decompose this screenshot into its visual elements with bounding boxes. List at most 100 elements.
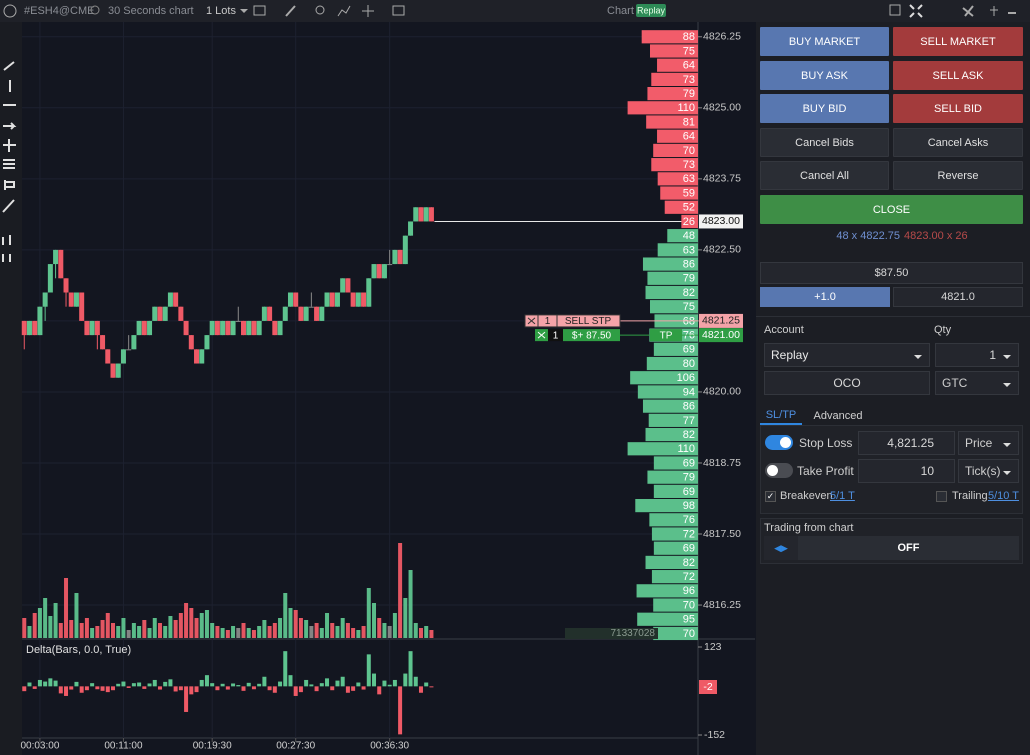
candle-body (21, 320, 27, 336)
dom-bar (645, 427, 698, 442)
take-profit-toggle[interactable] (765, 463, 793, 478)
delta-bar (194, 686, 199, 693)
lot-size[interactable]: 1 Lots (206, 5, 236, 17)
dom-value: 69 (683, 457, 695, 469)
timeframe[interactable]: 30 Seconds chart (108, 5, 194, 17)
candle-body (136, 320, 142, 336)
delta-bar (204, 675, 209, 687)
chart-type-icon[interactable] (253, 5, 266, 16)
close-button[interactable]: CLOSE (760, 195, 1023, 224)
delta-bar (163, 681, 168, 687)
sell-market-button[interactable]: SELL MARKET (893, 27, 1023, 56)
template-icon[interactable] (392, 5, 405, 16)
volume-bar (37, 608, 42, 638)
volume-bar (173, 620, 178, 638)
trailing-link[interactable]: 5/10 T (988, 490, 1019, 502)
stop-loss-input[interactable]: 4,821.25 (858, 431, 955, 455)
volume-bar (152, 618, 157, 638)
candle-body (329, 292, 335, 307)
candle-body (131, 335, 137, 350)
dom-bar (649, 513, 698, 527)
qty-input[interactable]: 1 (935, 343, 1019, 367)
cancel-asks-button[interactable]: Cancel Asks (893, 128, 1023, 157)
indicator-icon[interactable] (337, 5, 351, 17)
candle-body (58, 249, 64, 279)
tools-icon[interactable] (962, 5, 974, 17)
delta-bar (382, 680, 387, 687)
buy-bid-button[interactable]: BUY BID (760, 94, 889, 123)
volume-bar (298, 618, 303, 638)
y-tick-label: 4822.50 (703, 244, 741, 256)
dom-bar (650, 44, 698, 58)
volume-bar (387, 626, 392, 638)
delta-bar (241, 686, 246, 691)
dom-value: 81 (683, 116, 695, 128)
dom-value: 48 (683, 230, 695, 242)
dom-value: 98 (683, 500, 695, 512)
sell-bid-button[interactable]: SELL BID (893, 94, 1023, 123)
bid-quote: 48 x 4822.75 (836, 230, 900, 242)
dropdown-arrow[interactable] (240, 9, 248, 13)
cancel-bids-button[interactable]: Cancel Bids (760, 128, 889, 157)
delta-bar (199, 679, 204, 687)
dom-bar (653, 626, 698, 641)
delta-bar (267, 686, 272, 691)
volume-bar (79, 623, 84, 638)
dom-bar (642, 257, 698, 271)
delta-bar (319, 683, 324, 687)
volume-bar (53, 603, 58, 638)
app-logo[interactable] (3, 4, 17, 18)
candle-body (100, 335, 106, 350)
buy-ask-button[interactable]: BUY ASK (760, 61, 889, 90)
take-profit-unit[interactable]: Tick(s) (958, 459, 1019, 483)
candle-body (277, 320, 283, 336)
dom-value: 77 (683, 415, 695, 427)
account-dropdown[interactable]: Replay (764, 343, 930, 367)
ask-quote: 4823.00 x 26 (904, 230, 968, 242)
crosshair-icon[interactable] (362, 5, 374, 17)
candle-body (423, 207, 429, 222)
candle-body (63, 278, 69, 293)
chart-trading-state[interactable]: OFF (798, 536, 1019, 560)
search-icon[interactable] (90, 5, 100, 15)
take-profit-input[interactable]: 10 (858, 459, 955, 483)
delta-bar (262, 676, 267, 687)
breakeven-link[interactable]: 5/1 T (830, 490, 855, 502)
chart-trading-icon[interactable]: ◀▶ (764, 536, 798, 560)
stop-loss-toggle[interactable] (765, 435, 793, 450)
order-cancel-x (537, 331, 546, 339)
delta-bar (126, 686, 131, 688)
draw-icon[interactable] (285, 5, 296, 17)
buy-market-button[interactable]: BUY MARKET (760, 27, 889, 56)
tool-icons[interactable] (2, 61, 17, 262)
tab-advanced[interactable]: Advanced (813, 409, 863, 422)
volume-bar (131, 623, 136, 638)
candle-body (418, 207, 424, 222)
dom-bar (645, 285, 698, 300)
pin-icon[interactable] (990, 6, 998, 16)
candle-body (298, 306, 304, 321)
tab-sltp[interactable]: SL/TP (760, 406, 802, 425)
fullscreen-icon[interactable] (909, 4, 923, 18)
candle-body (272, 320, 278, 336)
order-pnl-box (563, 329, 620, 342)
reverse-button[interactable]: Reverse (893, 161, 1023, 190)
tif-dropdown[interactable]: GTC (935, 371, 1019, 395)
candle-body (324, 292, 330, 307)
oco-button[interactable]: OCO (764, 371, 930, 395)
delta-bar (210, 683, 215, 687)
sell-ask-button[interactable]: SELL ASK (893, 61, 1023, 90)
cancel-all-button[interactable]: Cancel All (760, 161, 889, 190)
camera-icon[interactable] (889, 4, 901, 16)
volume-bar (178, 613, 183, 638)
breakeven-checkbox[interactable]: ✓ (765, 491, 776, 502)
symbol[interactable]: #ESH4@CME (24, 5, 94, 17)
candle-body (53, 249, 59, 265)
volume-bar (330, 623, 335, 638)
volume-bar (58, 623, 63, 638)
delta-bar (257, 683, 262, 687)
stop-loss-unit[interactable]: Price (958, 431, 1019, 455)
zoom-icon[interactable] (315, 5, 325, 15)
trailing-checkbox[interactable] (936, 491, 947, 502)
